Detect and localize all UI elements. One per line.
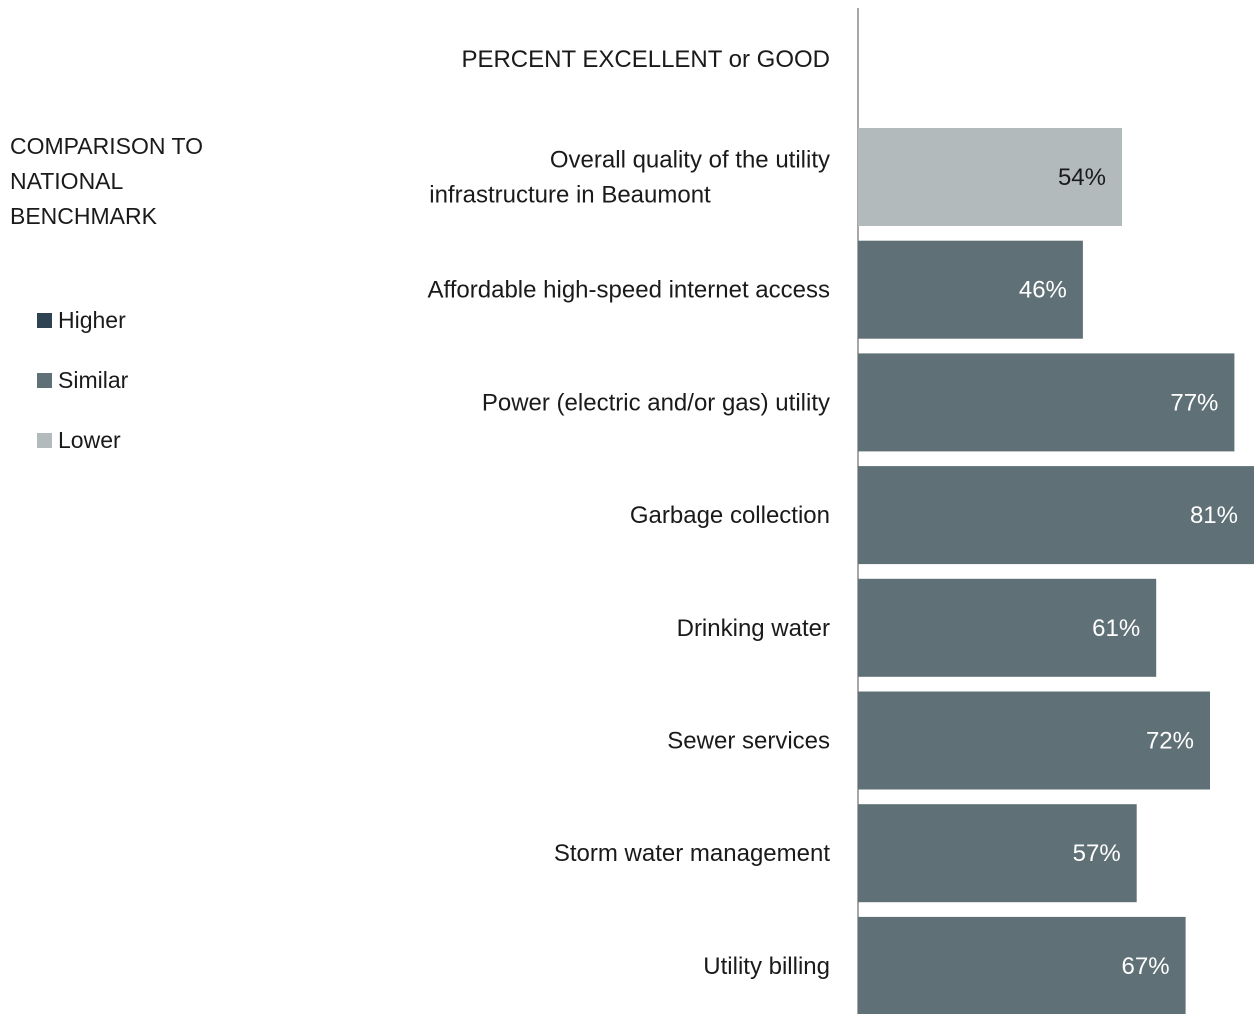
legend-label-similar: Similar [58, 366, 129, 393]
category-label-6: Sewer services [667, 728, 830, 755]
bar-8 [858, 916, 1186, 1014]
value-label-1: 54% [1058, 164, 1106, 191]
category-label-4: Garbage collection [630, 502, 830, 529]
bar-4 [858, 466, 1254, 565]
legend-swatch-higher [37, 312, 52, 328]
category-label-1: Overall quality of the utility infrastruc… [429, 147, 830, 209]
category-label-5: Drinking water [677, 615, 830, 642]
bar-2 [858, 240, 1083, 339]
value-label-8: 67% [1122, 953, 1170, 980]
legend-item-higher: Higher [37, 290, 250, 350]
legend-items: Higher Similar Lower [37, 290, 250, 470]
bar-7 [858, 804, 1137, 903]
legend-swatch-lower [37, 432, 52, 448]
value-label-2: 46% [1019, 277, 1067, 304]
legend-label-lower: Lower [58, 426, 121, 453]
bar-1 [858, 128, 1122, 226]
value-label-6: 72% [1146, 728, 1194, 755]
category-label-2: Affordable high-speed internet access [428, 277, 830, 304]
legend-item-lower: Lower [37, 410, 250, 470]
value-label-3: 77% [1170, 389, 1218, 416]
bar-5 [858, 578, 1157, 677]
legend-swatch-similar [37, 372, 52, 388]
legend: COMPARISON TO NATIONAL BENCHMARK Higher … [10, 129, 250, 470]
value-label-4: 81% [1190, 502, 1238, 529]
legend-label-higher: Higher [58, 306, 126, 333]
category-label-7: Storm water management [554, 840, 830, 867]
chart-header: PERCENT EXCELLENT or GOOD [461, 46, 830, 73]
value-label-5: 61% [1092, 615, 1140, 642]
bar-6 [858, 691, 1210, 790]
value-label-7: 57% [1073, 840, 1121, 867]
bar-3 [858, 353, 1235, 452]
legend-item-similar: Similar [37, 350, 250, 410]
legend-title: COMPARISON TO NATIONAL BENCHMARK [10, 133, 203, 229]
category-label-3: Power (electric and/or gas) utility [482, 389, 830, 416]
category-label-8: Utility billing [703, 953, 830, 980]
